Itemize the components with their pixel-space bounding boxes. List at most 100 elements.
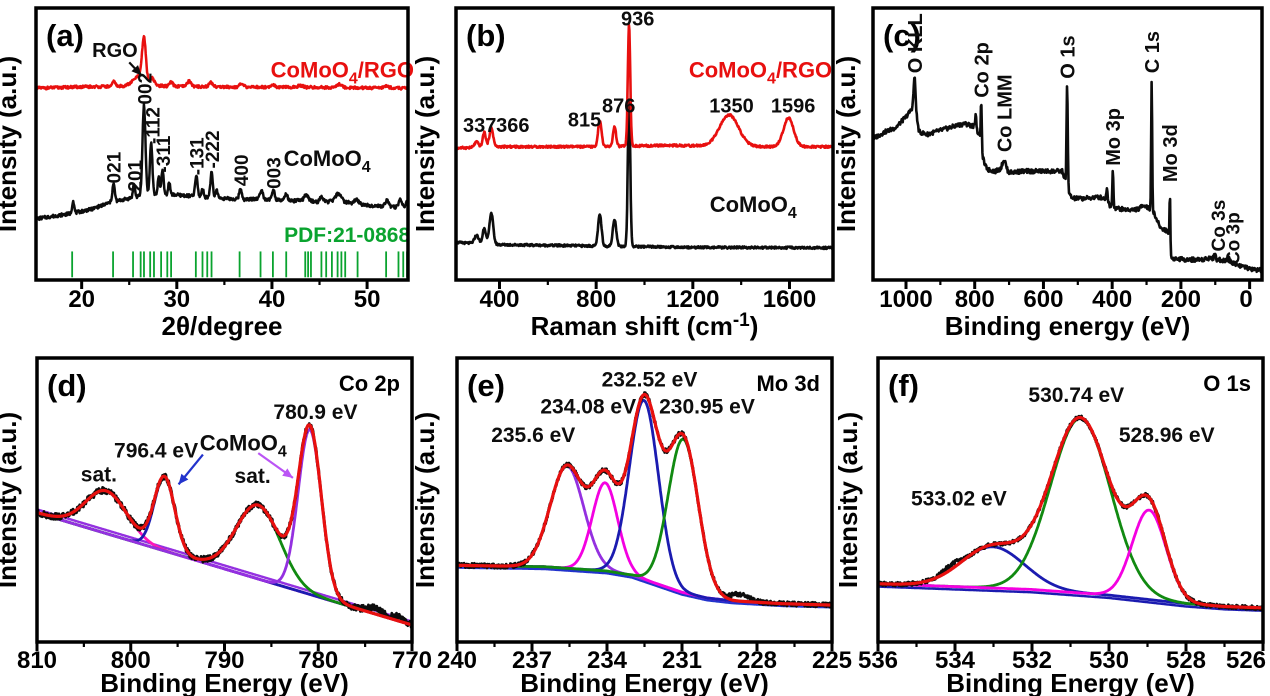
tick-label-e-225: 225 bbox=[812, 647, 852, 674]
annotation-e-235-6-ev: 235.6 eV bbox=[491, 424, 575, 447]
tick-label-f-536: 536 bbox=[858, 647, 898, 674]
plot-frame-d bbox=[35, 356, 414, 644]
tick-label-a-20: 20 bbox=[68, 286, 95, 313]
plot-area-b bbox=[455, 23, 834, 251]
annotation-b-337: 337 bbox=[463, 115, 496, 137]
y-axis-label-b: Intensity (a.u.) bbox=[410, 56, 440, 232]
arrow-head bbox=[282, 468, 293, 478]
plot-area-c bbox=[872, 76, 1263, 274]
plot-frame-b bbox=[454, 6, 835, 282]
tick-label-c-0: 0 bbox=[1239, 286, 1252, 313]
panel-letter-b: (b) bbox=[466, 18, 506, 53]
annotation-f-530-74-ev: 530.74 eV bbox=[1028, 384, 1124, 407]
series-o1s-background bbox=[877, 585, 1264, 612]
tick-label-e-234: 234 bbox=[587, 647, 628, 674]
tick-label-a-30: 30 bbox=[163, 286, 190, 313]
annotation-a-1: CoMoO4/RGO bbox=[271, 57, 414, 87]
x-axis-label-d: Binding Energy (eV) bbox=[100, 668, 348, 696]
annotation-a-rgo: RGO bbox=[92, 40, 138, 62]
series-o1s-envelope bbox=[877, 415, 1264, 610]
panel-letter-f: (f) bbox=[888, 368, 919, 403]
panel-d: 810 800 790 780 770 Binding Energy (eV) Intens… bbox=[0, 356, 432, 696]
tick-label-a-40: 40 bbox=[259, 286, 286, 313]
tick-label-e-237: 237 bbox=[512, 647, 552, 674]
series-mo3d-235-6 bbox=[456, 464, 833, 607]
annotation-c-co-lmm: Co LMM bbox=[994, 74, 1016, 152]
arrow-a-0 bbox=[128, 61, 143, 77]
annotation-c-co-2p: Co 2p bbox=[971, 42, 993, 98]
tick-label-d-790: 790 bbox=[204, 647, 244, 674]
plot-frame-f bbox=[876, 356, 1265, 644]
arrow-head bbox=[178, 473, 189, 485]
annotation-a-pdf-21-0868: PDF:21-0868 bbox=[284, 224, 410, 247]
corner-tag-d: Co 2p bbox=[339, 371, 400, 396]
series-xps-survey bbox=[872, 76, 1263, 274]
plot-area-f bbox=[877, 414, 1264, 612]
annotation-a-003: 003 bbox=[265, 157, 286, 189]
annotation-a-021: 021 bbox=[104, 151, 125, 183]
annotation-c-mo-3d: Mo 3d bbox=[1160, 124, 1182, 182]
annotation-a-002: 002 bbox=[135, 73, 156, 105]
y-axis-label-c: Intensity (a.u.) bbox=[831, 56, 861, 232]
annotation-e-232-52-ev: 232.52 eV bbox=[602, 368, 698, 391]
annotation-c-o-kll: O KLL bbox=[905, 13, 927, 73]
series-comoo4-rgo-raman bbox=[455, 23, 834, 151]
annotation-d-sat: sat. bbox=[235, 465, 271, 488]
plot-frame-e bbox=[455, 356, 834, 644]
tick-label-c-800: 800 bbox=[955, 286, 995, 313]
y-axis-label-a: Intensity (a.u.) bbox=[0, 56, 22, 232]
plot-area-d bbox=[36, 422, 413, 629]
tick-label-c-1000: 1000 bbox=[879, 286, 932, 313]
annotation-c-mo-3p: Mo 3p bbox=[1103, 108, 1125, 166]
tick-label-f-526: 526 bbox=[1226, 647, 1266, 674]
tick-label-d-800: 800 bbox=[111, 647, 151, 674]
y-axis-label-e: Intensity (a.u.) bbox=[410, 412, 440, 588]
series-o1s-528-96 bbox=[877, 508, 1264, 610]
x-axis-label-b: Raman shift (cm-1) bbox=[531, 310, 759, 341]
tick-label-e-231: 231 bbox=[662, 647, 702, 674]
tick-label-b-1200: 1200 bbox=[666, 286, 719, 313]
panel-e: 240 237 234 231 228 225 Binding Energy (eV) Int… bbox=[410, 356, 852, 696]
tick-label-e-240: 240 bbox=[437, 647, 477, 674]
tick-label-c-600: 600 bbox=[1023, 286, 1063, 313]
annotation-b-1596: 1596 bbox=[771, 96, 816, 118]
panel-letter-e: (e) bbox=[467, 368, 505, 403]
series-co2p-796-4 bbox=[36, 475, 413, 627]
tick-label-d-770: 770 bbox=[392, 647, 432, 674]
arrow-d-0 bbox=[177, 453, 204, 486]
tick-label-c-400: 400 bbox=[1092, 286, 1132, 313]
x-axis-label-f: Binding Energy (eV) bbox=[946, 668, 1194, 696]
annotation-a-222: -222 bbox=[203, 130, 224, 168]
annotation-d-780-9-ev: 780.9 eV bbox=[273, 401, 357, 424]
y-axis-label-d: Intensity (a.u.) bbox=[0, 412, 22, 588]
annotation-b-7: CoMoO4/RGO bbox=[689, 57, 832, 87]
panel-letter-d: (d) bbox=[47, 368, 87, 403]
series-mo3d-envelope bbox=[456, 392, 833, 607]
x-axis-label-a: 2θ/degree bbox=[162, 311, 283, 341]
plot-frame-c bbox=[871, 6, 1264, 282]
panel-f: 536 534 532 530 528 526 Binding Energy (eV) Int… bbox=[833, 356, 1266, 696]
annotation-d-2: CoMoO4 bbox=[200, 430, 287, 460]
tick-label-f-532: 532 bbox=[1012, 647, 1052, 674]
series-comoo4-raman bbox=[455, 98, 834, 251]
annotation-f-533-02-ev: 533.02 eV bbox=[911, 488, 1007, 511]
annotation-b-366: 366 bbox=[496, 115, 529, 137]
annotation-a-112: -112 bbox=[143, 107, 164, 144]
annotation-b-815: 815 bbox=[568, 109, 601, 131]
x-axis-label-c: Binding energy (eV) bbox=[945, 311, 1191, 341]
series-co2p-envelope bbox=[36, 423, 413, 627]
annotation-b-8: CoMoO4 bbox=[710, 192, 797, 222]
annotation-a-201: 201 bbox=[125, 159, 146, 191]
annotation-b-876: 876 bbox=[602, 96, 635, 118]
annotation-d-796-4-ev: 796.4 eV bbox=[114, 439, 198, 462]
annotation-c-c-1s: C 1s bbox=[1142, 31, 1164, 73]
plot-area-a bbox=[35, 34, 409, 278]
pdf-reference-lines bbox=[71, 251, 408, 278]
plot-area-e bbox=[456, 391, 833, 609]
annotation-d-sat: sat. bbox=[81, 464, 117, 487]
arrow-d-1 bbox=[257, 452, 294, 479]
panel-letter-c: (c) bbox=[883, 18, 921, 53]
annotation-a-131: -131 bbox=[188, 137, 209, 175]
